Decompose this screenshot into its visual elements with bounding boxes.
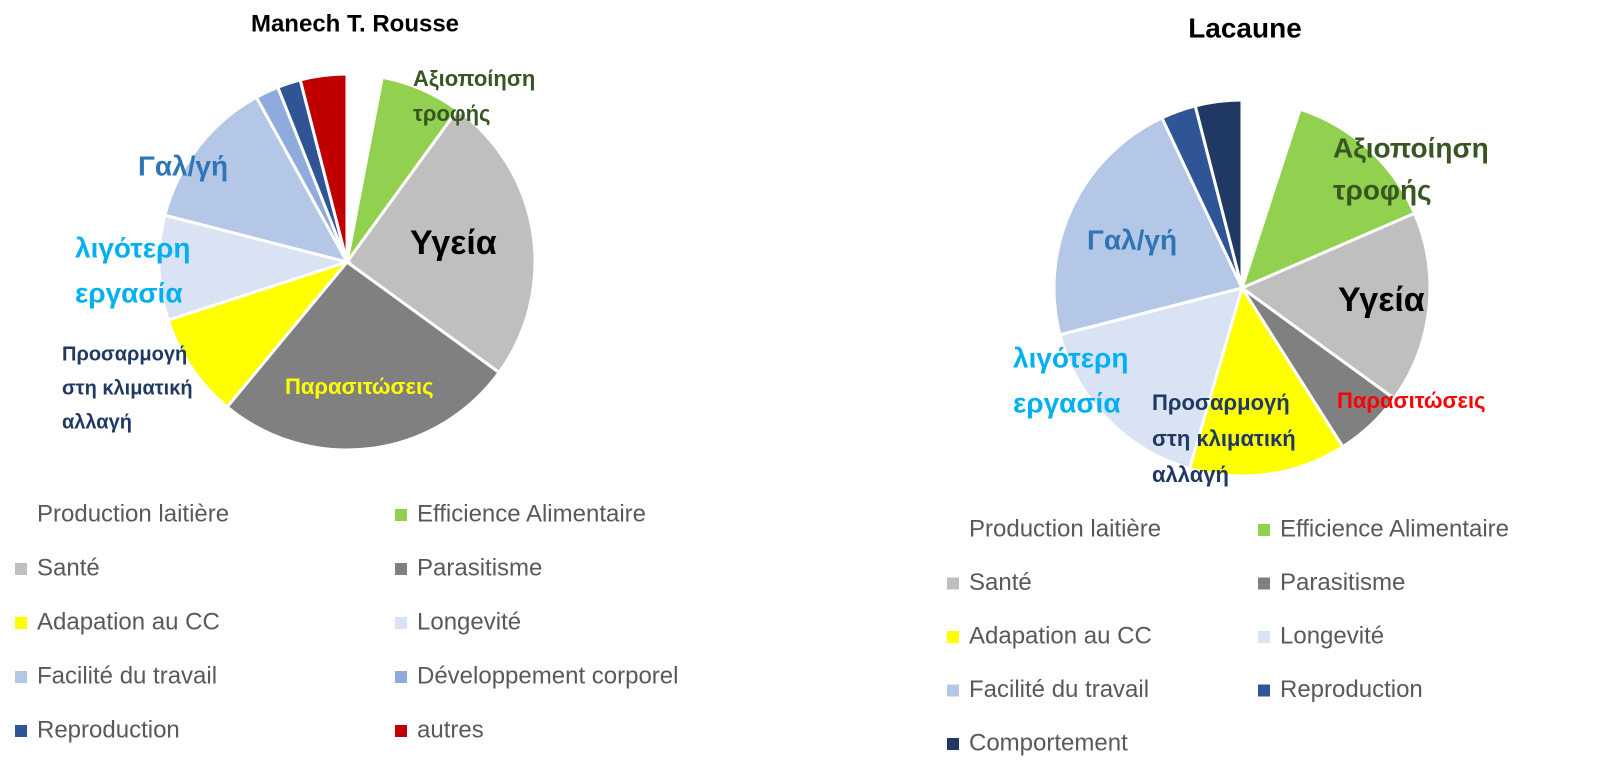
legend-swatch [1258,684,1270,697]
annotation: στη κλιματική [62,377,193,399]
pie-slice [1052,115,1245,337]
legend-label: Production laitière [37,500,229,527]
legend-swatch [947,738,959,750]
legend-swatch [15,509,27,521]
legend-swatch [395,617,407,629]
legend-label: Reproduction [1280,676,1423,703]
pie-slice [298,72,349,263]
chart-title: Manech T. Rousse [251,10,459,37]
legend-label: Développement corporel [417,662,678,689]
pie-slice [344,107,537,375]
legend-swatch [15,671,27,683]
annotation: Προσαρμογή [1152,390,1290,415]
chart-title: Lacaune [1188,12,1302,43]
pie-slice [1238,211,1432,401]
legend-swatch [395,725,407,737]
legend-label: Parasitisme [1280,569,1405,596]
pie-slice [1193,98,1244,289]
pie-slice [1239,107,1417,291]
legend-label: Facilité du travail [969,676,1149,703]
pie-slice [157,213,353,322]
legend-swatch [395,509,407,521]
legend-swatch [947,524,959,536]
annotation: Υγεία [1338,281,1425,319]
legend-swatch [1258,631,1270,643]
annotation: εργασία [1013,387,1121,418]
pie-slice [163,95,350,265]
legend-label: Efficience Alimentaire [1280,515,1509,542]
annotation: τροφής [413,101,490,126]
pie-slice [166,258,352,409]
pie-slice [225,259,502,452]
pie-slice [1058,285,1245,471]
legend-swatch [15,563,27,575]
annotation: Γαλ/γή [138,150,228,181]
legend-swatch [15,617,27,629]
annotation: Παρασιτώσεις [1337,388,1486,413]
pie-slice [1187,284,1345,478]
legend-swatch [947,631,959,643]
annotation: στη κλιματική [1152,426,1296,451]
annotation: Παρασιτώσεις [285,374,434,399]
legend-swatch [947,684,959,697]
legend-swatch [395,563,407,575]
legend-label: Comportement [969,729,1128,756]
annotation: τροφής [1333,174,1432,205]
annotation: Αξιοποίηση [1333,132,1489,163]
annotation: αλλαγή [62,411,132,433]
legend-swatch [15,725,27,737]
annotation: λιγότερη [75,232,190,263]
legend-label: Facilité du travail [37,662,217,689]
annotation: Υγεία [410,224,497,262]
legend-label: Adapation au CC [37,608,220,635]
legend-label: Production laitière [969,515,1161,542]
legend-swatch [1258,524,1270,536]
legend-label: Adapation au CC [969,622,1152,649]
annotation: Γαλ/γή [1087,224,1177,255]
legend-label: Reproduction [37,716,180,743]
legend-swatch [1258,577,1270,590]
legend-label: Longevité [1280,622,1384,649]
legend-label: autres [417,716,484,743]
annotation: αλλαγή [1152,462,1229,487]
annotation: λιγότερη [1013,342,1128,373]
legend-swatch [395,671,407,683]
legend-label: Santé [969,569,1032,596]
legend-swatch [947,577,959,590]
legend-label: Parasitisme [417,554,542,581]
legend-label: Santé [37,554,100,581]
legend-label: Longevité [417,608,521,635]
legend-label: Efficience Alimentaire [417,500,646,527]
annotation: Προσαρμογή [62,343,187,365]
annotation: Αξιοποίηση [413,66,535,91]
annotation: εργασία [75,277,183,308]
